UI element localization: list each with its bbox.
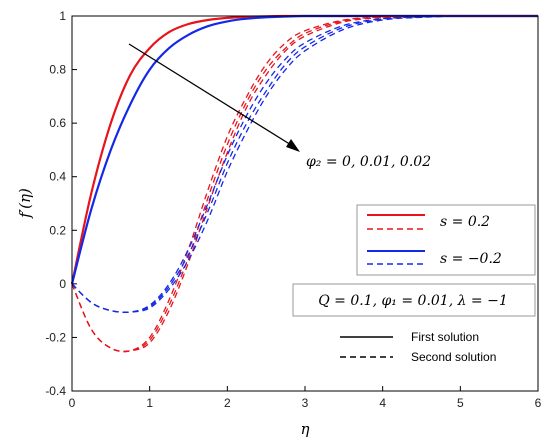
x-tick-label: 6 xyxy=(535,396,542,410)
y-tick-label: 0.6 xyxy=(49,116,66,130)
y-tick-label: 0.4 xyxy=(49,170,66,184)
parameter-box xyxy=(292,283,536,317)
color-legend-box xyxy=(356,204,536,276)
y-axis-label: f′(η) xyxy=(16,188,34,219)
legend-label-second: Second solution xyxy=(411,350,496,364)
x-tick-label: 3 xyxy=(302,396,309,410)
x-tick-label: 1 xyxy=(146,396,153,410)
series-line-3 xyxy=(71,15,538,353)
y-tick-label: 0 xyxy=(59,277,66,291)
series-line-5 xyxy=(71,15,538,352)
series-line-8 xyxy=(71,15,538,313)
y-tick-label: 0.2 xyxy=(49,223,66,237)
x-tick-label: 4 xyxy=(379,396,386,410)
y-tick-label: 0.8 xyxy=(49,63,66,77)
tick-layer: 0 1 2 3 4 5 6 -0.4 -0.2 0 0.2 0.4 0.6 0.8 1 xyxy=(45,9,541,410)
x-axis-label: η xyxy=(301,420,310,438)
legend-label-s-neg: s = −0.2 xyxy=(440,251,502,267)
series-line-6 xyxy=(71,15,538,314)
parameter-text: Q = 0.1, φ₁ = 0.01, λ = −1 xyxy=(318,293,508,309)
annotation-arrow-head xyxy=(286,139,300,152)
annotation-arrow xyxy=(128,43,297,149)
annotation-label: φ₂ = 0, 0.01, 0.02 xyxy=(306,154,431,170)
x-tick-label: 2 xyxy=(224,396,231,410)
y-tick-label: -0.4 xyxy=(45,384,66,398)
legend-label-first: First solution xyxy=(411,330,479,344)
y-tick-label: -0.2 xyxy=(45,330,66,344)
x-tick-label: 5 xyxy=(457,396,464,410)
legend-label-s-pos: s = 0.2 xyxy=(440,214,490,230)
y-tick-label: 1 xyxy=(59,9,66,23)
x-tick-label: 0 xyxy=(69,396,76,410)
